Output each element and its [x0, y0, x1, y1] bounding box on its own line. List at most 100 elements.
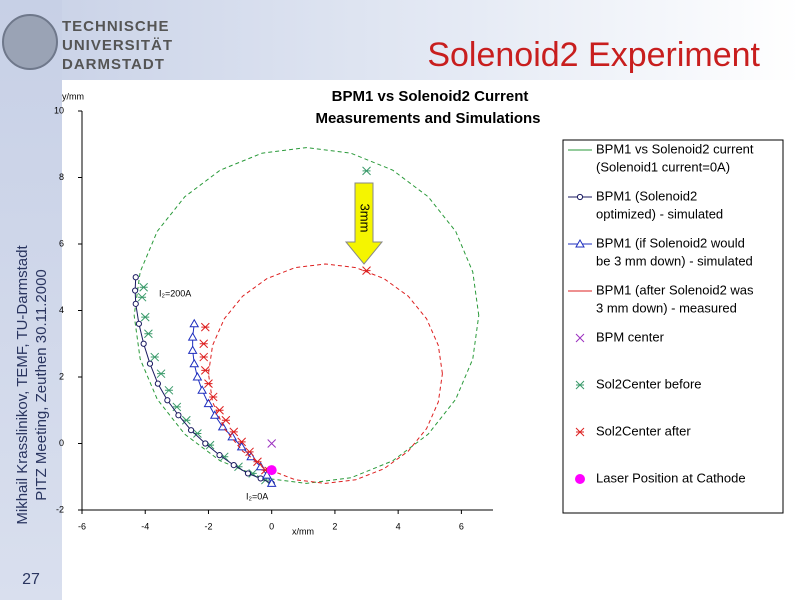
legend-label: BPM1 vs Solenoid2 current: [596, 141, 754, 156]
legend-marker: [575, 238, 585, 248]
marker: [253, 457, 262, 467]
legend-marker: [575, 474, 585, 484]
x-axis-label: x/mm: [292, 526, 314, 536]
y-tick-label: 8: [59, 172, 64, 182]
marker: [132, 287, 139, 294]
shift-arrow: [344, 182, 384, 265]
marker: [200, 322, 210, 332]
logo-text: TECHNISCHE: [62, 18, 170, 35]
marker: [187, 332, 198, 341]
marker: [200, 365, 210, 375]
x-tick-label: 4: [396, 521, 401, 531]
marker: [132, 300, 139, 307]
marker: [216, 452, 223, 459]
marker: [189, 318, 200, 328]
marker: [208, 392, 218, 402]
marker: [144, 329, 153, 339]
marker: [209, 410, 220, 419]
marker: [362, 266, 371, 275]
marker: [262, 470, 272, 479]
marker: [132, 274, 139, 281]
sidebar-text: Mikhail Krasslinikov, TEMF, TU-Darmstadt: [14, 245, 31, 525]
annotation: 3mm: [358, 204, 373, 233]
marker: [192, 371, 203, 381]
marker: [156, 369, 166, 379]
chart-subtitle: Measurements and Simulations: [315, 110, 540, 127]
marker: [137, 292, 147, 302]
marker: [139, 282, 149, 292]
series-line: [134, 277, 272, 484]
marker: [140, 340, 147, 347]
marker: [135, 320, 143, 327]
legend-label: optimized) - simulated: [596, 206, 723, 221]
marker: [154, 380, 161, 387]
legend-label: Sol2Center before: [596, 376, 702, 391]
legend-label: (Solenoid1 current=0A): [596, 159, 730, 174]
marker: [266, 478, 277, 487]
marker: [199, 352, 209, 362]
logo-text: UNIVERSITÄT: [62, 37, 173, 54]
marker: [362, 166, 371, 176]
y-axis-label: y/mm: [62, 91, 84, 101]
legend-label: Sol2Center after: [596, 423, 691, 438]
marker: [244, 470, 252, 477]
x-tick-label: 2: [332, 521, 337, 531]
x-tick-label: -6: [78, 521, 86, 531]
marker: [266, 465, 277, 476]
x-tick-label: 6: [459, 521, 464, 531]
y-tick-label: 6: [59, 238, 64, 248]
slide-title: Solenoid2 Experiment: [427, 36, 760, 74]
plot: [132, 147, 480, 487]
legend-box: [562, 139, 784, 514]
marker: [140, 312, 150, 322]
page-number: 27: [22, 571, 40, 588]
marker: [202, 440, 209, 447]
marker: [189, 358, 200, 368]
marker: [146, 360, 154, 367]
legend-label: Laser Position at Cathode: [596, 470, 746, 485]
marker: [230, 462, 237, 469]
marker: [237, 437, 247, 447]
header-band: [0, 0, 800, 80]
annotation: I₂=200A: [159, 288, 191, 298]
marker: [229, 427, 239, 437]
marker: [267, 439, 277, 448]
legend-label: BPM1 (Solenoid2: [596, 188, 697, 203]
y-tick-label: 4: [59, 305, 64, 315]
y-tick-label: 2: [59, 371, 64, 381]
logo-text: DARMSTADT: [62, 56, 165, 73]
legend-marker: [575, 427, 585, 437]
legend-marker: [575, 333, 585, 343]
marker: [199, 339, 209, 349]
x-tick-label: -2: [204, 521, 212, 531]
chart-title: BPM1 vs Solenoid2 Current: [332, 88, 529, 105]
marker: [164, 385, 174, 395]
legend-label: BPM1 (after Solenoid2 was: [596, 282, 754, 297]
legend-marker: [575, 380, 585, 390]
legend-label: BPM1 (if Solenoid2 would: [596, 235, 745, 250]
x-tick-label: -4: [141, 521, 149, 531]
legend-label: BPM center: [596, 329, 665, 344]
marker: [245, 447, 254, 457]
legend-label: 3 mm down) - measured: [596, 300, 737, 315]
marker: [187, 345, 198, 354]
annotation: I₂=0A: [246, 491, 268, 501]
legend-label: be 3 mm down) - simulated: [596, 253, 753, 268]
marker: [217, 421, 228, 431]
marker: [164, 397, 171, 404]
marker: [181, 415, 191, 425]
marker: [203, 398, 214, 408]
sidebar-text: PITZ Meeting, Zeuthen 30.11.2000: [33, 269, 50, 501]
marker: [221, 415, 231, 425]
y-tick-label: 0: [59, 438, 64, 448]
legend-marker: [576, 193, 584, 201]
marker: [204, 379, 213, 389]
y-tick-label: 10: [54, 105, 64, 115]
x-tick-label: 0: [269, 521, 274, 531]
logo: [2, 14, 58, 70]
y-tick-label: -2: [56, 504, 64, 514]
marker: [187, 427, 195, 434]
marker: [197, 385, 207, 394]
sidebar: [0, 0, 62, 600]
